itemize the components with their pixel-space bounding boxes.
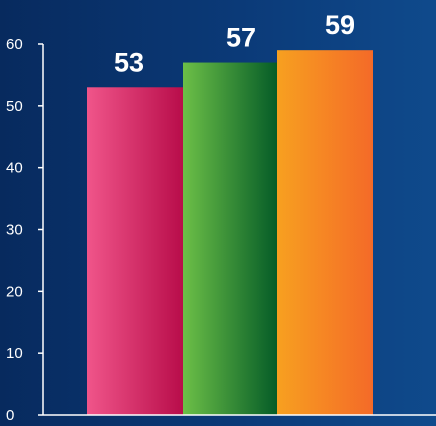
y-tick-label: 20 <box>6 283 23 300</box>
y-tick-label: 10 <box>6 345 23 362</box>
data-label-2: 57 <box>226 23 256 53</box>
y-tick-label: 50 <box>6 98 23 115</box>
bar-1 <box>87 87 183 416</box>
y-tick-label: 30 <box>6 222 23 239</box>
data-label-1: 53 <box>114 47 144 77</box>
bar-3 <box>277 50 373 415</box>
y-tick-label: 60 <box>6 36 23 53</box>
bar-2 <box>183 62 279 416</box>
data-labels: 53 57 59 <box>114 10 355 77</box>
y-tick-label: 40 <box>6 160 23 177</box>
data-label-3: 59 <box>325 10 355 40</box>
y-axis-ticks: 0 10 20 30 40 50 60 <box>6 36 43 424</box>
y-tick-label: 0 <box>6 407 14 424</box>
bars <box>87 50 373 416</box>
